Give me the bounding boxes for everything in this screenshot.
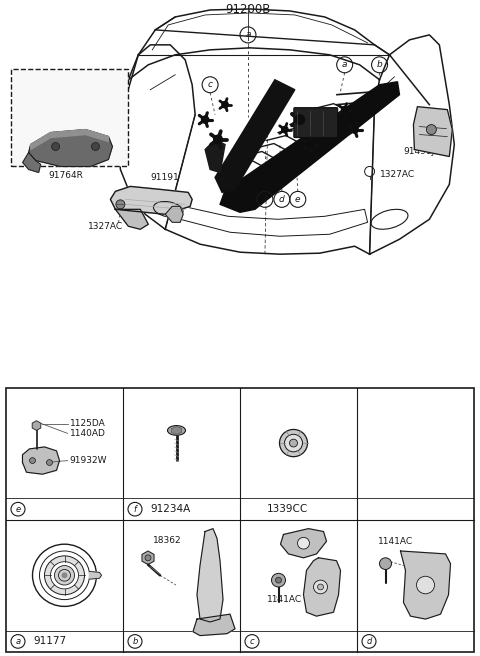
Polygon shape (31, 130, 108, 150)
Text: a: a (15, 637, 21, 646)
Ellipse shape (168, 426, 185, 436)
Text: 91932W: 91932W (70, 456, 107, 465)
Circle shape (282, 127, 288, 133)
Circle shape (45, 556, 84, 595)
Polygon shape (400, 551, 451, 619)
Polygon shape (413, 107, 452, 157)
Polygon shape (303, 558, 340, 616)
Circle shape (47, 460, 52, 466)
Text: d: d (366, 637, 372, 646)
Text: c: c (250, 637, 254, 646)
Circle shape (341, 106, 348, 113)
Circle shape (92, 142, 99, 150)
Text: b: b (377, 60, 383, 70)
Text: 1141AC: 1141AC (377, 537, 413, 546)
Text: (EM2): (EM2) (19, 73, 48, 83)
Polygon shape (205, 140, 225, 173)
Polygon shape (422, 115, 444, 136)
FancyBboxPatch shape (294, 108, 338, 138)
Polygon shape (89, 571, 101, 579)
Polygon shape (171, 426, 182, 434)
Text: b: b (132, 637, 138, 646)
Polygon shape (23, 152, 41, 173)
Polygon shape (165, 207, 183, 222)
Circle shape (317, 584, 324, 590)
Text: 1327AC: 1327AC (380, 170, 415, 179)
Circle shape (202, 116, 209, 123)
Circle shape (279, 430, 308, 457)
Polygon shape (115, 209, 148, 229)
Circle shape (295, 115, 305, 125)
Circle shape (289, 439, 298, 447)
Circle shape (306, 141, 313, 148)
Circle shape (52, 142, 60, 150)
Polygon shape (220, 82, 399, 213)
Circle shape (426, 125, 436, 134)
Text: 91491J: 91491J (404, 148, 435, 157)
Circle shape (55, 565, 74, 585)
Text: d: d (279, 195, 285, 204)
Text: 1141AC: 1141AC (266, 595, 301, 604)
Text: 1140AD: 1140AD (70, 429, 106, 438)
Text: 91764R: 91764R (48, 171, 83, 180)
Circle shape (222, 102, 228, 108)
Text: 18362: 18362 (153, 536, 181, 544)
FancyBboxPatch shape (11, 69, 128, 167)
Text: a: a (342, 60, 348, 70)
Text: 1339CC: 1339CC (267, 504, 308, 514)
Polygon shape (215, 80, 295, 192)
Circle shape (298, 537, 310, 549)
Text: e: e (295, 195, 300, 204)
Text: 91177: 91177 (33, 636, 66, 646)
Circle shape (380, 558, 392, 569)
Circle shape (276, 577, 281, 583)
Circle shape (61, 573, 68, 578)
Circle shape (417, 576, 434, 594)
Text: 1327AC: 1327AC (88, 222, 123, 232)
Text: e: e (15, 504, 21, 514)
Polygon shape (193, 614, 235, 636)
Text: 91200B: 91200B (225, 3, 271, 16)
Circle shape (272, 573, 286, 587)
Circle shape (145, 555, 151, 561)
Polygon shape (280, 529, 326, 558)
Circle shape (29, 458, 36, 464)
Polygon shape (142, 551, 154, 565)
Text: 91191: 91191 (151, 173, 180, 182)
Circle shape (214, 135, 222, 144)
Polygon shape (29, 130, 112, 167)
Circle shape (116, 200, 125, 209)
Circle shape (313, 580, 327, 594)
Text: 91234A: 91234A (150, 504, 190, 514)
Polygon shape (110, 186, 192, 215)
Circle shape (285, 434, 302, 452)
Polygon shape (32, 420, 41, 430)
Circle shape (50, 562, 79, 589)
Polygon shape (23, 447, 60, 474)
Text: a: a (245, 30, 251, 39)
Text: f: f (264, 195, 266, 204)
Text: f: f (133, 504, 136, 514)
Polygon shape (197, 529, 223, 622)
Text: 1125DA: 1125DA (70, 419, 105, 428)
Text: c: c (207, 80, 213, 89)
Circle shape (351, 126, 358, 133)
